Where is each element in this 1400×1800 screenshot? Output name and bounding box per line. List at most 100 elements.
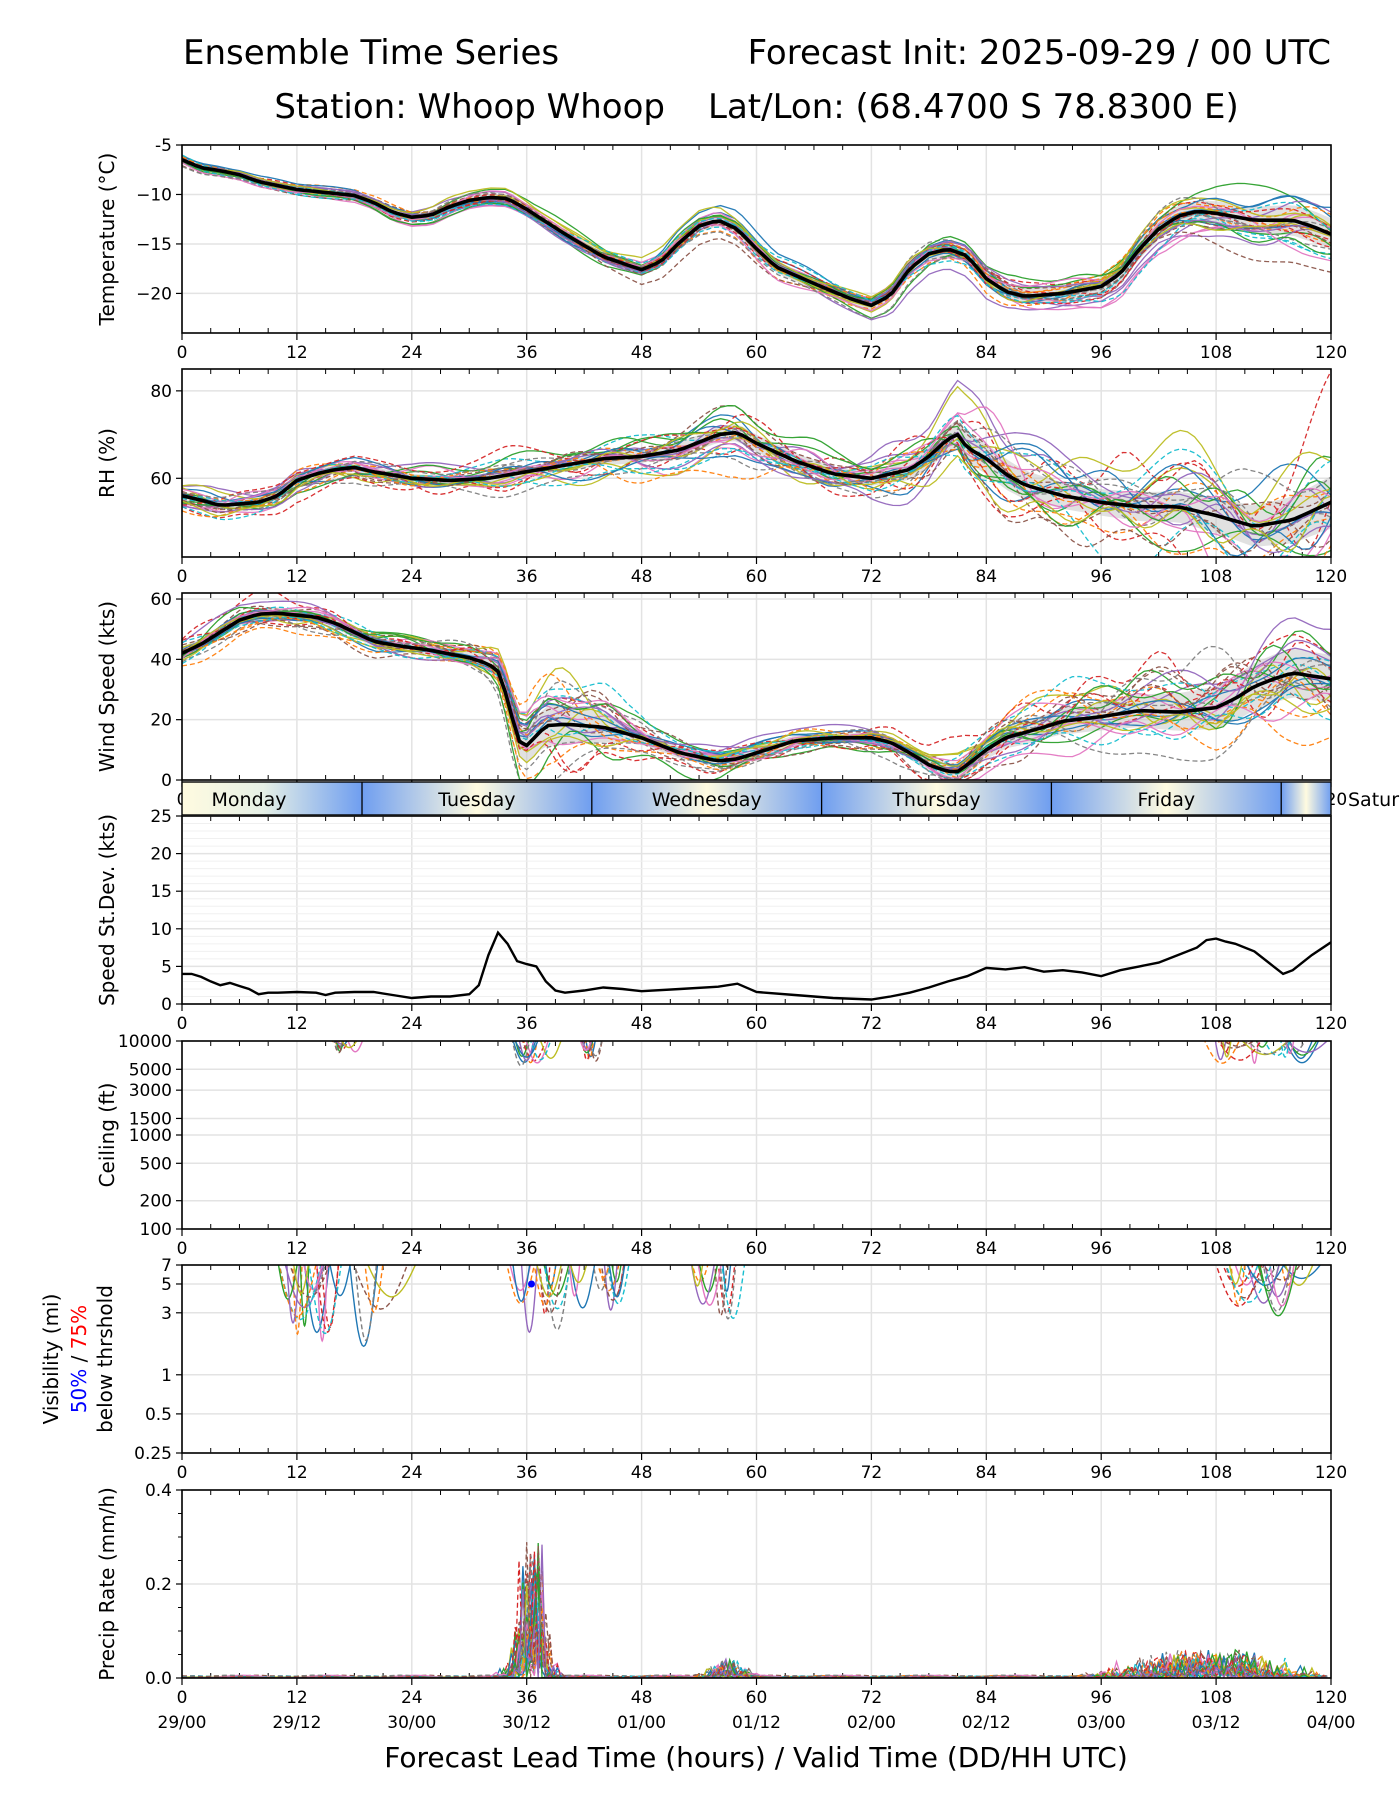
x-tick-label: 36: [516, 1014, 538, 1034]
y-tick-label: 0: [161, 995, 172, 1015]
label-50pct: 50%: [67, 1369, 91, 1413]
member-line: [182, 1581, 1328, 1678]
member-line: [544, 1265, 571, 1331]
y-tick-label: 60: [150, 469, 172, 489]
member-line: [182, 619, 1331, 769]
member-line: [514, 1041, 539, 1058]
latlon-label: Lat/Lon: (68.4700 S 78.8300 E): [708, 87, 1239, 127]
member-line: [293, 1265, 309, 1295]
valid-time-label: 04/00: [1307, 1713, 1356, 1733]
y-tick-label: 0.2: [145, 1575, 172, 1595]
member-line: [286, 1265, 300, 1325]
member-line: [1222, 1041, 1232, 1058]
x-tick-label: 96: [1090, 1463, 1112, 1483]
member-line: [316, 1265, 329, 1343]
x-tick-label: 72: [861, 1688, 883, 1708]
member-line: [1225, 1265, 1272, 1303]
valid-time-label: 01/00: [617, 1713, 666, 1733]
x-tick-label: 120: [1315, 567, 1347, 587]
x-tick-label: 36: [516, 343, 538, 363]
member-line: [182, 370, 1331, 530]
panel-precip: 0.0 0.2 0.4 0 12 24 36 48 60 72 84 96 108 120 Precip R…: [95, 1481, 1356, 1733]
x-tick-label: 84: [975, 1463, 997, 1483]
y-tick-label: 10000: [118, 1032, 172, 1052]
member-line: [182, 412, 1331, 523]
member-line: [570, 1265, 588, 1284]
valid-time-label: 02/00: [847, 1713, 896, 1733]
x-tick-label: 120: [1315, 343, 1347, 363]
member-line: [1215, 1265, 1263, 1307]
member-line: [697, 1265, 722, 1306]
valid-time-label: 01/12: [732, 1713, 781, 1733]
member-line: [1269, 1265, 1295, 1307]
day-segment: [1281, 782, 1331, 815]
x-tick-label: 36: [516, 567, 538, 587]
x-tick-label: 108: [1200, 343, 1232, 363]
member-line: [1262, 1265, 1292, 1313]
x-tick-label: 96: [1090, 1688, 1112, 1708]
member-line: [691, 1265, 709, 1283]
member-line: [1286, 1041, 1328, 1054]
day-label: Friday: [1138, 789, 1196, 811]
y-tick-label: 100: [140, 1220, 172, 1240]
y-tick-label: 200: [140, 1192, 172, 1212]
plot-area-visibility: [277, 1265, 1322, 1348]
y-tick-label: 3000: [129, 1081, 172, 1101]
member-line: [588, 1041, 603, 1057]
x-tick-label: 60: [746, 1688, 768, 1708]
x-tick-label: 60: [746, 1239, 768, 1259]
member-line: [568, 1265, 581, 1297]
x-tick-label: 24: [401, 1463, 423, 1483]
station-label: Station: Whoop Whoop: [274, 87, 665, 127]
panel-frame: [181, 144, 1332, 334]
member-line: [333, 1041, 345, 1054]
y-tick-label: −15: [136, 235, 172, 255]
y-tick-label: 0.25: [134, 1444, 172, 1464]
spread-band: [182, 420, 1331, 547]
label-separator: /: [67, 1349, 91, 1368]
x-tick-label: 48: [631, 567, 653, 587]
x-tick-label: 108: [1200, 567, 1232, 587]
member-line: [608, 1265, 626, 1298]
member-line: [1217, 1041, 1251, 1049]
member-line: [1255, 1041, 1269, 1048]
member-line: [278, 1265, 322, 1321]
x-tick-label: 0: [177, 1463, 188, 1483]
y-axis-label: Ceiling (ft): [95, 1083, 119, 1188]
day-label: Wednesday: [652, 789, 762, 811]
day-label: Thursday: [891, 789, 980, 811]
member-line: [600, 1265, 626, 1301]
x-tick-label: 48: [631, 1239, 653, 1259]
member-line: [182, 432, 1331, 554]
x-tick-label: 0: [177, 343, 188, 363]
panel-speed_stdev: 0 5 10 15 20 25 0 12 24 36 48 60 72 84 96 108 120 Speed S…: [95, 807, 1347, 1034]
plot-area-wind: [182, 593, 1331, 780]
member-line: [1285, 1041, 1295, 1055]
x-tick-label: 96: [1090, 343, 1112, 363]
panel-rh: 60 80 0 12 24 36 48 60 72 84 96 108 120 RH (%): [95, 368, 1347, 587]
member-line: [182, 614, 1331, 767]
member-line: [182, 449, 1331, 557]
plot-area-ceiling: [331, 1041, 1328, 1067]
day-band: Monday Tuesday Wednesday Thursday Friday Satu…: [181, 781, 1399, 816]
member-line: [607, 1265, 630, 1305]
member-line: [182, 1568, 1328, 1678]
x-tick-label: 120: [1315, 1688, 1347, 1708]
x-tick-label: 12: [286, 567, 308, 587]
plot-area-precip: [182, 1542, 1328, 1678]
x-tick-label: 60: [746, 1014, 768, 1034]
vis50-point: [527, 1280, 535, 1288]
x-tick-label: 72: [861, 343, 883, 363]
y-tick-label: 500: [140, 1154, 172, 1174]
member-line: [333, 1041, 344, 1051]
y-tick-label: 0.0: [145, 1669, 172, 1689]
panel-temperature: -5 −10 −15 −20 0 12 24 36 48 60 72 84 96 108 120 Temper…: [95, 136, 1347, 363]
member-line: [182, 1582, 1328, 1678]
member-line: [1262, 1265, 1301, 1281]
y-tick-label: 7: [161, 1256, 172, 1276]
panel-frame: [181, 1489, 1332, 1679]
member-line: [182, 1573, 1328, 1678]
x-tick-label: 12: [286, 1239, 308, 1259]
y-tick-label: −20: [136, 284, 172, 304]
